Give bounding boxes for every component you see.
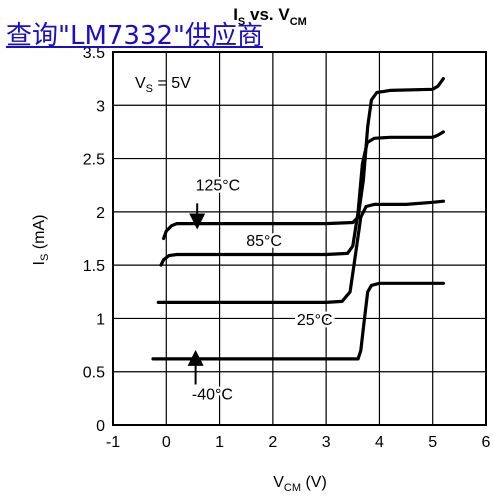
x-axis-label: VCM (V) — [273, 474, 327, 494]
x-tick-label: 2 — [268, 434, 277, 451]
x-tick-label: 4 — [375, 434, 384, 451]
series-line — [156, 199, 445, 304]
x-tick-label: 1 — [215, 434, 224, 451]
chart-title: IS vs. VCM — [233, 5, 307, 28]
x-tick-label: 0 — [162, 434, 171, 451]
y-tick-label: 2.5 — [83, 152, 105, 169]
y-tick-label: 2 — [96, 205, 105, 222]
x-tick-label: 3 — [322, 434, 331, 451]
y-tick-label: 1.5 — [83, 258, 105, 275]
y-tick-label: 0 — [96, 418, 105, 435]
series-annotation-label: 25°C — [297, 312, 333, 329]
x-tick-label: 5 — [428, 434, 437, 451]
y-ticks: 0 0.5 1 1.5 2 2.5 3 3.5 — [83, 45, 105, 435]
y-axis-label: IS (mA) — [31, 215, 51, 266]
x-tick-label: 6 — [482, 434, 491, 451]
supplier-query-link[interactable]: 查询"LM7332"供应商 — [6, 21, 264, 51]
y-tick-label: 3 — [96, 98, 105, 115]
y-tick-label: 3.5 — [83, 45, 105, 62]
series-annotation-label: -40°C — [192, 386, 233, 403]
grid — [113, 52, 486, 425]
series-line — [159, 130, 445, 267]
series-annotation-label: 85°C — [246, 233, 282, 250]
x-tick-label: -1 — [106, 434, 120, 451]
condition-label: VS = 5V — [135, 75, 191, 95]
annotations: 125°C 85°C 25°C -40°C — [187, 175, 335, 406]
y-tick-label: 1 — [96, 311, 105, 328]
series-annotation-label: 125°C — [196, 178, 241, 195]
plot-frame — [112, 51, 487, 426]
y-tick-label: 0.5 — [83, 365, 105, 382]
x-ticks: -1 0 1 2 3 4 5 6 — [106, 434, 491, 451]
